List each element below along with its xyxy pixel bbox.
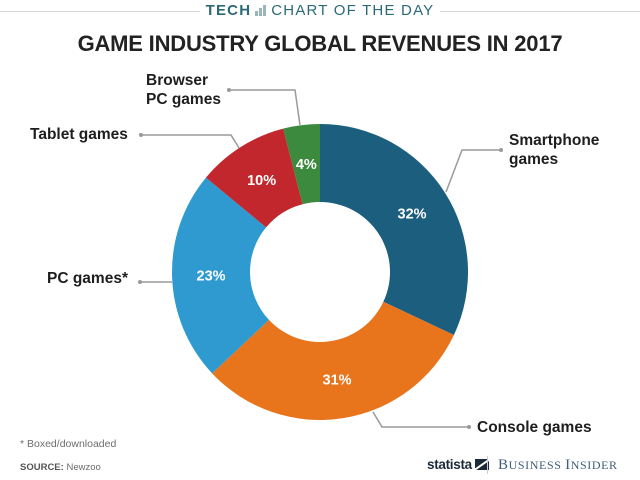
label-smartphone: Smartphone games xyxy=(509,131,599,169)
label-console-line1: Console games xyxy=(477,419,592,436)
donut-value-labels: 32% 31% 23% 10% 4% xyxy=(197,157,427,389)
leader-line-smartphone xyxy=(445,149,501,193)
value-label-smartphone: 32% xyxy=(398,207,427,223)
value-label-console: 31% xyxy=(323,373,352,389)
leader-line-tablet xyxy=(141,134,240,149)
label-pc-line1: PC games* xyxy=(47,270,128,287)
logo-separator xyxy=(487,456,488,474)
label-browser: Browser PC games xyxy=(146,71,221,109)
leader-dot-browser xyxy=(227,88,231,92)
label-browser-line2: PC games xyxy=(146,91,221,108)
source-label: SOURCE: xyxy=(20,462,64,473)
label-browser-line1: Browser xyxy=(146,72,209,89)
header-rule-left xyxy=(0,11,200,12)
leader-line-console xyxy=(372,411,469,428)
slice-tablet xyxy=(205,128,303,228)
header-rule-right xyxy=(440,11,640,12)
value-label-tablet: 10% xyxy=(247,173,276,189)
source-name: Newzoo xyxy=(66,462,101,473)
value-label-browser: 4% xyxy=(296,157,317,173)
statista-mark-icon xyxy=(474,459,489,470)
label-tablet: Tablet games xyxy=(30,125,128,144)
slice-pc xyxy=(172,177,269,374)
leader-dot-tablet xyxy=(139,133,143,137)
slice-smartphone xyxy=(320,124,468,336)
label-smartphone-line2: games xyxy=(509,151,559,168)
business-insider-logo: BUSINESS INSIDER xyxy=(498,457,618,474)
leader-dot-smartphone xyxy=(499,148,503,152)
chart-title: GAME INDUSTRY GLOBAL REVENUES IN 2017 xyxy=(77,31,563,56)
donut-slices xyxy=(172,124,468,420)
label-smartphone-line1: Smartphone xyxy=(509,132,600,149)
statista-wordmark: statista xyxy=(427,457,472,472)
value-label-pc: 23% xyxy=(197,268,226,284)
bar-chart-icon xyxy=(255,5,267,16)
leader-lines xyxy=(138,88,503,429)
bi-letter-i: I xyxy=(565,457,571,473)
bi-letter-b: B xyxy=(498,457,509,473)
leader-line-browser xyxy=(229,89,301,126)
label-pc: PC games* xyxy=(47,269,128,288)
source-line: SOURCE: Newzoo xyxy=(20,462,101,473)
label-console: Console games xyxy=(477,418,592,437)
kicker-rest: CHART OF THE DAY xyxy=(271,2,435,19)
footnote: * Boxed/downloaded xyxy=(20,438,117,450)
leader-dot-console xyxy=(467,425,471,429)
slice-console xyxy=(212,301,454,420)
kicker: TECH CHART OF THE DAY xyxy=(0,2,640,19)
slice-browser xyxy=(283,124,320,205)
bi-usiness: USINESS xyxy=(508,458,566,472)
statista-logo: statista xyxy=(427,457,489,472)
leader-dot-pc xyxy=(138,280,142,284)
bi-nsider: NSIDER xyxy=(570,458,618,472)
kicker-section: TECH xyxy=(205,2,252,19)
label-tablet-line1: Tablet games xyxy=(30,126,128,143)
